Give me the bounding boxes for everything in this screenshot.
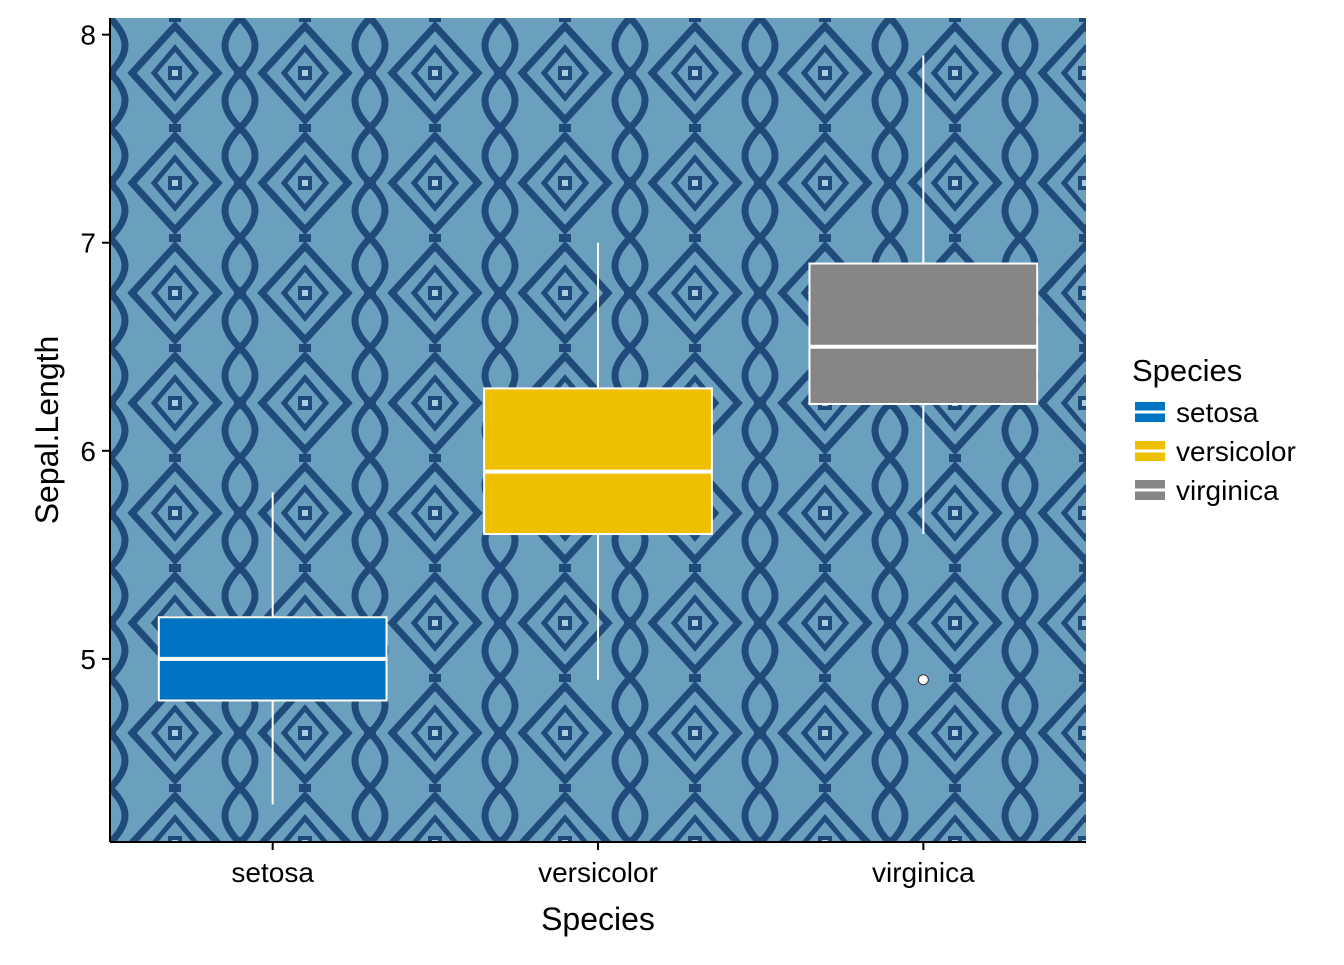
x-tick-label: setosa: [231, 857, 314, 888]
y-axis-ticks: 5 6 7 8: [80, 20, 110, 675]
x-axis-ticks: setosa versicolor virginica: [231, 842, 975, 888]
y-tick-label: 5: [80, 644, 96, 675]
legend-label-versicolor: versicolor: [1176, 436, 1296, 467]
x-tick-label: versicolor: [538, 857, 658, 888]
outlier-virginica-0: [917, 674, 929, 686]
box-versicolor: [483, 387, 713, 536]
y-axis-title: Sepal.Length: [29, 336, 65, 525]
box-marks: [157, 55, 1039, 805]
box-virginica: [808, 262, 1039, 405]
y-tick-label: 6: [80, 436, 96, 467]
legend-label-virginica: virginica: [1176, 475, 1279, 506]
legend: Species setosa versicolor virginica: [1132, 353, 1296, 506]
legend-label-setosa: setosa: [1176, 397, 1259, 428]
y-tick-label: 8: [80, 20, 96, 51]
x-tick-label: virginica: [872, 857, 975, 888]
y-tick-label: 7: [80, 228, 96, 259]
legend-title: Species: [1132, 353, 1242, 388]
x-axis-title: Species: [541, 901, 655, 937]
